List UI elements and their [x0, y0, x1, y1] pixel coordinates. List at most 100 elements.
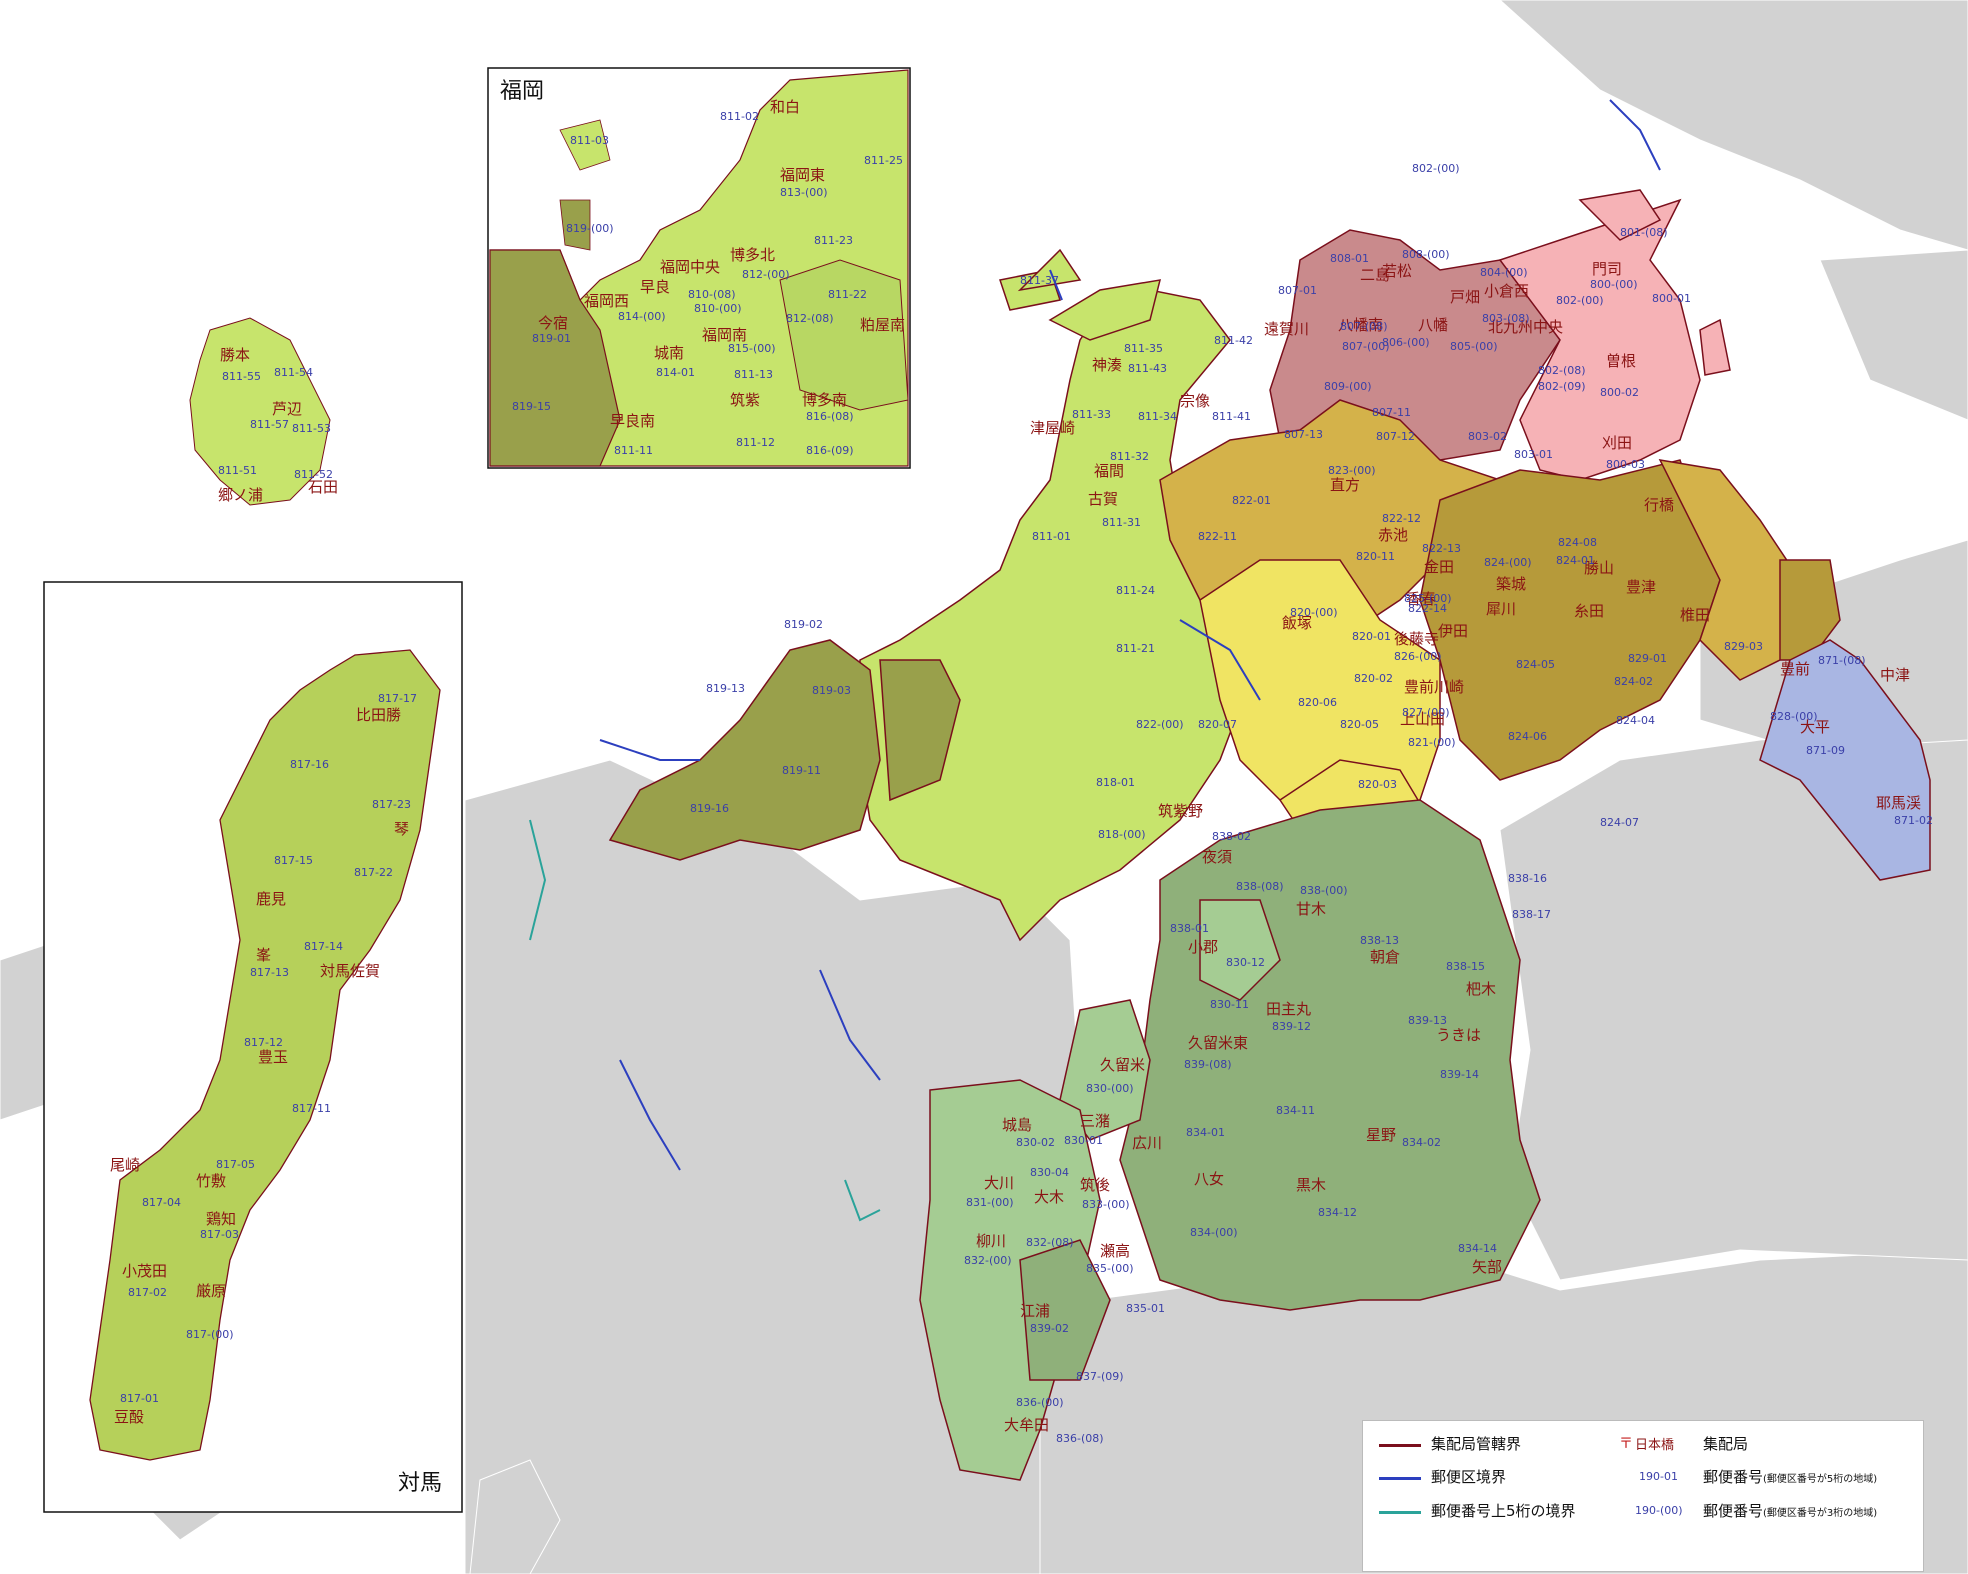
postal-code: 811-55: [222, 370, 261, 383]
postal-code: 800-01: [1652, 292, 1691, 305]
postal-code: 824-06: [1508, 730, 1547, 743]
postal-code: 811-03: [570, 134, 609, 147]
postal-code: 824-05: [1516, 658, 1555, 671]
office-label: 早良: [640, 278, 670, 296]
postal-code: 817-03: [200, 1228, 239, 1241]
postal-code: 839-02: [1030, 1322, 1069, 1335]
legend-office-line: [1379, 1444, 1421, 1447]
postal-code: 817-11: [292, 1102, 331, 1115]
postal-code: 819-15: [512, 400, 551, 413]
office-label: 竹敷: [196, 1172, 226, 1190]
office-label: 曽根: [1606, 352, 1636, 370]
office-label: 今宿: [538, 314, 568, 332]
office-label: 築城: [1496, 575, 1526, 593]
postal-code: 811-57: [250, 418, 289, 431]
postal-code: 819-02: [784, 618, 823, 631]
office-label: 大牟田: [1004, 1416, 1049, 1434]
kitakyushu-fill: [1269, 189, 1731, 481]
office-label: 伊田: [1438, 622, 1468, 640]
postal-code: 838-13: [1360, 934, 1399, 947]
office-label: 耶馬渓: [1876, 794, 1921, 812]
postal-code: 837-(09): [1076, 1370, 1124, 1383]
office-label: 八幡南: [1338, 316, 1383, 334]
postal-code: 820-05: [1340, 718, 1379, 731]
office-label: 古賀: [1088, 490, 1118, 508]
postal-code: 838-(00): [1300, 884, 1348, 897]
office-label: 琴: [394, 820, 409, 838]
postal-code: 839-14: [1440, 1068, 1479, 1081]
postal-code: 811-23: [814, 234, 853, 247]
postal-code: 807-13: [1284, 428, 1323, 441]
office-label: 夜須: [1202, 848, 1232, 866]
postal-code: 811-53: [292, 422, 331, 435]
postal-code: 802-(00): [1412, 162, 1460, 175]
postal-code: 811-32: [1110, 450, 1149, 463]
postal-code: 822-14: [1408, 602, 1447, 615]
postal-code: 811-34: [1138, 410, 1177, 423]
office-label: 小郡: [1188, 938, 1218, 956]
office-label: 八幡: [1418, 316, 1448, 334]
office-label: 三潴: [1080, 1112, 1110, 1130]
legend-code3-label: 郵便番号(郵便区番号が3桁の地域): [1703, 1502, 1878, 1520]
postal-code: 811-11: [614, 444, 653, 457]
postal-code: 807-11: [1372, 406, 1411, 419]
office-label: 神湊: [1092, 356, 1122, 374]
office-label: 津屋崎: [1030, 419, 1075, 437]
western-area-fill: [608, 639, 961, 861]
office-label: 鹿見: [256, 890, 286, 908]
postal-code-labels: 811-02 811-25 813-(00) 811-23 812-(00) 8…: [120, 110, 1933, 1445]
postal-code: 817-04: [142, 1196, 181, 1209]
office-label: 戸畑: [1450, 288, 1480, 306]
postal-code: 816-(08): [806, 410, 854, 423]
postal-code: 838-17: [1512, 908, 1551, 921]
buzen-fill: [1759, 639, 1931, 881]
postal-code: 811-24: [1116, 584, 1155, 597]
office-label: 赤池: [1378, 526, 1408, 544]
postal-code: 820-01: [1352, 630, 1391, 643]
office-label: 城島: [1002, 1116, 1032, 1134]
postal-code: 819-16: [690, 802, 729, 815]
postal-code: 820-02: [1354, 672, 1393, 685]
postal-code: 811-25: [864, 154, 903, 167]
postal-code: 838-02: [1212, 830, 1251, 843]
postal-code: 824-(00): [1484, 556, 1532, 569]
postal-code: 817-23: [372, 798, 411, 811]
postal-code: 825-(00): [1404, 592, 1452, 605]
office-label: 甘木: [1296, 900, 1326, 918]
postal-code: 822-13: [1422, 542, 1461, 555]
map-legend: 集配局管轄界 郵便区境界 郵便番号上5桁の境界 〒 日本橋 集配局 190-01…: [1362, 1420, 1924, 1572]
postal-code: 808-01: [1330, 252, 1369, 265]
office-label: 早良南: [610, 412, 655, 430]
postal-code: 822-12: [1382, 512, 1421, 525]
postal-code: 839-13: [1408, 1014, 1447, 1027]
office-label: 博多南: [802, 391, 847, 409]
office-label: 筑紫: [730, 391, 760, 409]
postal-code: 812-(08): [786, 312, 834, 325]
office-label: 福岡南: [702, 326, 747, 344]
postal-code: 822-01: [1232, 494, 1271, 507]
postal-code: 834-11: [1276, 1104, 1315, 1117]
office-label: 和白: [770, 98, 800, 116]
postal-code: 803-(08): [1482, 312, 1530, 325]
postal-code: 818-01: [1096, 776, 1135, 789]
office-label: 大平: [1800, 718, 1830, 736]
postal-code: 824-01: [1556, 554, 1595, 567]
office-label: 二島: [1360, 266, 1390, 284]
postal-code: 811-02: [720, 110, 759, 123]
postal-code: 800-02: [1600, 386, 1639, 399]
office-label: 若松: [1382, 262, 1412, 280]
office-label: 北九州中央: [1488, 318, 1563, 336]
office-label: 行橋: [1644, 496, 1674, 514]
postal-code: 817-17: [378, 692, 417, 705]
postal-code: 829-01: [1628, 652, 1667, 665]
office-label: 粕屋南: [860, 316, 905, 334]
postal-code: 811-33: [1072, 408, 1111, 421]
office-label: 博多北: [730, 246, 775, 264]
postal-code: 834-(00): [1190, 1226, 1238, 1239]
office-label: 豊前: [1780, 660, 1810, 678]
postal-code: 829-03: [1724, 640, 1763, 653]
postal-code: 823-(00): [1328, 464, 1376, 477]
postal-code: 871-(08): [1818, 654, 1866, 667]
postal-code: 830-12: [1226, 956, 1265, 969]
postal-code: 871-02: [1894, 814, 1933, 827]
